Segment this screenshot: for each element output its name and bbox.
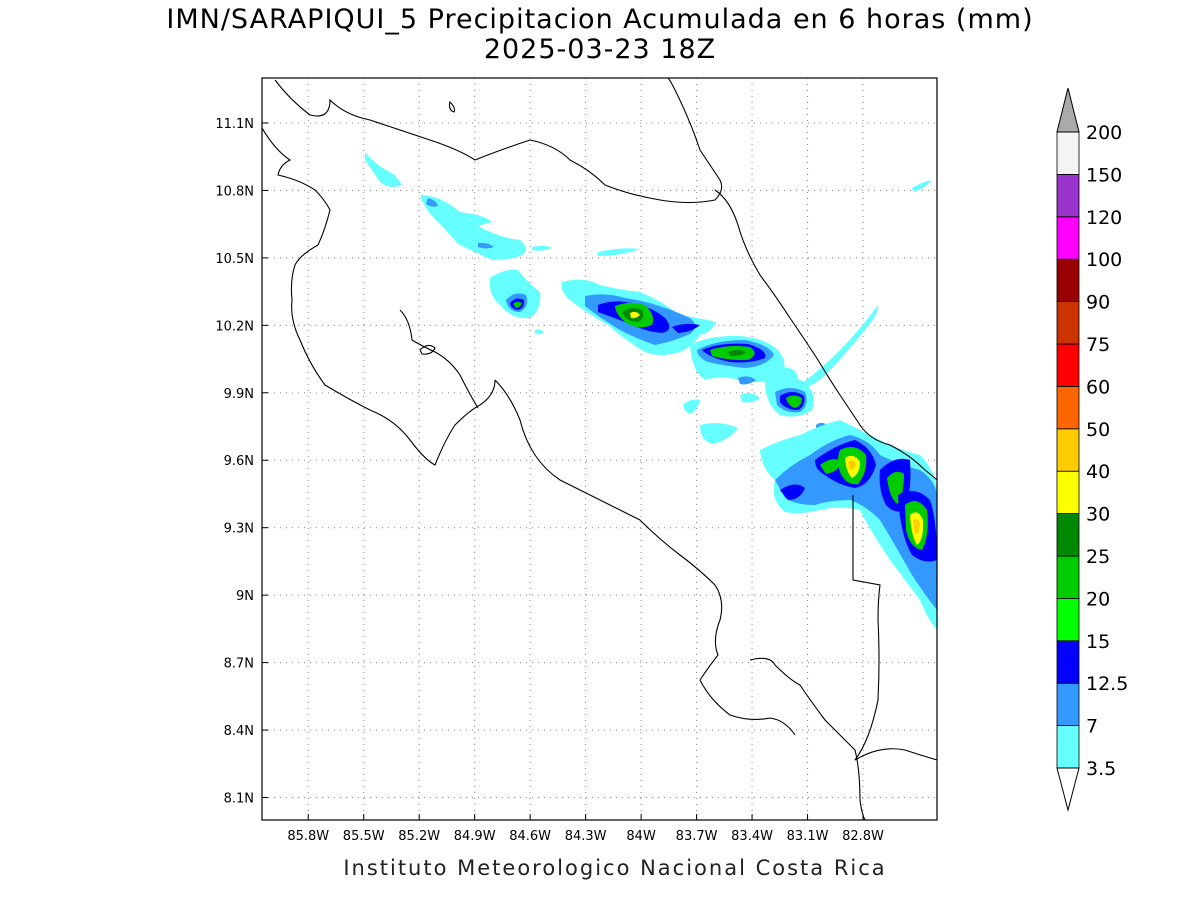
precip-band-se-12 — [780, 484, 805, 500]
map-title: IMN/SARAPIQUI_5 Precipitacion Acumulada … — [166, 4, 1034, 35]
nicoya-island — [419, 344, 436, 355]
lon-tick-label: 83.1W — [787, 829, 829, 844]
lat-tick-label: 11.1N — [215, 117, 254, 132]
precip-band-nw — [365, 152, 402, 187]
nicoya-gulf — [399, 309, 479, 409]
bocas-coast — [854, 748, 937, 761]
lat-tick-label: 10.2N — [215, 319, 254, 334]
precip-streak-c — [488, 253, 500, 260]
precip-patch-c — [683, 399, 700, 414]
colorbar-label: 7 — [1086, 716, 1098, 738]
colorbar-swatch — [1056, 385, 1080, 430]
precip-band-north-core — [426, 198, 438, 207]
lat-tick-label: 9.6N — [224, 454, 254, 469]
lat-tick-label: 9N — [236, 589, 254, 604]
lon-tick-label: 85.8W — [287, 829, 329, 844]
precip-band-central-30 — [630, 311, 640, 319]
colorbar-swatch — [1056, 173, 1080, 218]
precip-band-se-40 — [848, 460, 856, 470]
colorbar-swatch — [1056, 598, 1080, 642]
colorbar-label: 90 — [1086, 292, 1110, 314]
precip-band-east-25 — [728, 350, 746, 357]
colorbar-swatch — [1056, 216, 1080, 260]
footer-credit: Instituto Meteorologico Nacional Costa R… — [343, 856, 887, 880]
lake-nicaragua-shore — [274, 78, 723, 204]
lat-tick-label: 8.1N — [224, 792, 254, 807]
lat-tick-label: 8.4N — [224, 724, 254, 739]
coastlines-borders — [262, 78, 937, 820]
colorbar-label: 40 — [1086, 461, 1110, 483]
precip-streak-ne — [800, 305, 879, 387]
precip-band-central-tail — [672, 323, 700, 333]
colorbar-max-arrow — [1056, 87, 1080, 133]
lat-tick-label: 10.5N — [215, 252, 254, 267]
longitude-labels: 85.8W 85.5W 85.2W 84.9W 84.6W 84.3W 84W 83.7W 83… — [287, 829, 884, 844]
lat-tick-label: 8.7N — [224, 657, 254, 672]
lon-tick-label: 84.9W — [454, 829, 496, 844]
colorbar-swatch — [1056, 343, 1080, 387]
colorbar-swatch — [1056, 131, 1080, 175]
precip-band-north-core2 — [478, 242, 494, 249]
colorbar-label: 100 — [1086, 249, 1122, 271]
precipitation-field — [365, 152, 937, 630]
ometepe — [448, 100, 456, 113]
caribbean-coast — [714, 189, 937, 481]
nicaragua-coast — [262, 127, 496, 466]
colorbar-swatch — [1056, 428, 1080, 472]
precip-streak-ne2 — [912, 180, 932, 192]
colorbar-min-arrow — [1056, 767, 1080, 812]
colorbar-swatch — [1056, 470, 1080, 515]
precip-patch-b — [740, 393, 760, 403]
osa-golfo-dulce — [749, 657, 866, 820]
color-legend: 3.5 7 12.5 15 20 25 30 40 50 60 75 90 100 120 150 200 — [1056, 87, 1128, 812]
colorbar-label: 30 — [1086, 504, 1110, 526]
colorbar-label: 12.5 — [1086, 673, 1128, 695]
colorbar-label: 60 — [1086, 376, 1110, 398]
colorbar-label: 120 — [1086, 207, 1122, 229]
colorbar-label: 50 — [1086, 419, 1110, 441]
lat-tick-label: 10.8N — [215, 184, 254, 199]
colorbar-swatch — [1056, 725, 1080, 769]
lon-tick-label: 85.2W — [398, 829, 440, 844]
colorbar-label: 20 — [1086, 588, 1110, 610]
precip-band-north — [420, 195, 526, 260]
lon-tick-label: 84.3W — [565, 829, 607, 844]
lon-tick-label: 84W — [626, 829, 656, 844]
precip-patch-a — [738, 376, 756, 385]
colorbar-swatch — [1056, 513, 1080, 557]
precip-patch-e — [700, 423, 738, 444]
precip-streak-b — [598, 248, 640, 256]
colorbar-label: 25 — [1086, 546, 1110, 568]
precip-cell-west-15 — [513, 301, 522, 308]
colorbar-label: 75 — [1086, 334, 1110, 356]
lon-tick-label: 83.7W — [676, 829, 718, 844]
pacific-coast-south — [494, 379, 796, 736]
colorbar-label: 150 — [1086, 164, 1122, 186]
precip-streak-a — [532, 245, 552, 251]
lat-tick-label: 9.9N — [224, 387, 254, 402]
colorbar-swatch — [1056, 555, 1080, 599]
precip-cell-center-15 — [786, 395, 802, 408]
colorbar-swatch — [1056, 682, 1080, 727]
lon-tick-label: 84.6W — [509, 829, 551, 844]
lon-tick-label: 82.8W — [842, 829, 884, 844]
colorbar-swatch — [1056, 258, 1080, 303]
colorbar-swatch — [1056, 301, 1080, 345]
precip-band-se-15b — [820, 459, 842, 474]
map-frame — [261, 77, 938, 821]
map-datetime: 2025-03-23 18Z — [483, 34, 717, 65]
colorbar-label: 3.5 — [1086, 758, 1116, 780]
latitude-labels: 11.1N 10.8N 10.5N 10.2N 9.9N 9.6N 9.3N 9N 8.7N 8.… — [215, 117, 254, 807]
precip-dot-a — [535, 329, 544, 335]
colorbar-label: 200 — [1086, 122, 1122, 144]
lon-tick-label: 83.4W — [731, 829, 773, 844]
lon-tick-label: 85.5W — [343, 829, 385, 844]
precip-band-se-40b — [913, 519, 920, 534]
lat-tick-label: 9.3N — [224, 522, 254, 537]
colorbar-label: 15 — [1086, 631, 1110, 653]
panama-border — [852, 495, 881, 761]
colorbar-swatch — [1056, 640, 1080, 684]
